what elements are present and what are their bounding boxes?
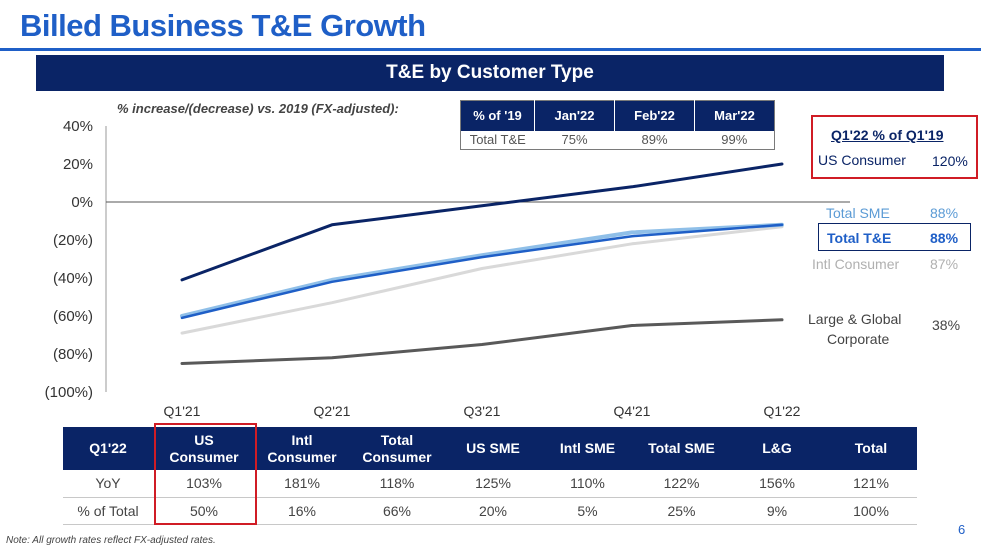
section-banner: T&E by Customer Type [36,55,944,91]
page-title: Billed Business T&E Growth [20,8,426,43]
value-lg: 38% [932,317,961,333]
value-total-sme: 88% [930,205,959,221]
series-line-intl-consumer [180,225,784,335]
y-tick-label: 0% [71,194,93,211]
label-intl-consumer: Intl Consumer [812,256,900,272]
header-text: Total [380,431,414,448]
header-text: Q1'22 [89,440,127,456]
x-tick-label: Q1'22 [764,403,801,419]
value-total-te: 88% [930,230,959,246]
header-total-consumer: Total Consumer [349,427,445,470]
table-cell: 9% [729,497,825,525]
table-cell: 156% [729,470,825,498]
table-cell: 110% [541,470,634,498]
monthly-table-header: % of '19 Jan'22 Feb'22 Mar'22 [460,100,775,131]
breakdown-header-row: Q1'22 US Consumer Intl Consumer Total Consu… [63,427,917,470]
header-text: Intl SME [559,440,616,456]
monthly-cell: 99% [721,132,748,148]
monthly-table: % of '19 Jan'22 Feb'22 Mar'22 Total T&E … [460,100,775,150]
header-text: Consumer [267,448,337,465]
label-total-sme: Total SME [826,205,890,221]
monthly-header-cell: % of '19 [460,100,535,131]
x-tick-label: Q2'21 [314,403,351,419]
header-text: Total SME [648,440,715,456]
x-tick-label: Q3'21 [464,403,501,419]
table-cell: 103% [153,470,255,498]
table-cell: 121% [825,470,917,498]
chart-subtitle: % increase/(decrease) vs. 2019 (FX-adjus… [117,101,399,116]
y-tick-label: (80%) [53,346,93,363]
us-consumer-column-highlight [154,423,257,525]
y-tick-label: 40% [63,118,93,135]
y-tick-label: (100%) [45,384,93,401]
header-us-consumer: US Consumer [153,427,255,470]
table-cell: 20% [445,497,541,525]
table-cell: 181% [255,470,349,498]
header-text: Total [854,440,888,456]
monthly-cell: 75% [561,132,588,148]
y-tick-label: (60%) [53,308,93,325]
header-total-sme: Total SME [634,427,729,470]
table-cell: 118% [349,470,445,498]
y-tick-label: (40%) [53,270,93,287]
header-text: US SME [466,440,520,456]
table-cell: 16% [255,497,349,525]
monthly-header-cell: Jan'22 [534,100,615,131]
label-us-consumer: US Consumer [818,152,906,168]
series-line-us-consumer [180,162,784,282]
total-te-box [818,223,971,251]
series-line-total-sme [180,222,784,318]
table-cell: 125% [445,470,541,498]
x-tick-label: Q1'21 [164,403,201,419]
header-total: Total [825,427,917,470]
table-cell: 25% [634,497,729,525]
table-cell: 66% [349,497,445,525]
table-cell: 5% [541,497,634,525]
y-tick-label: (20%) [53,232,93,249]
q1-summary-header: Q1'22 % of Q1'19 [831,127,944,143]
header-text: Consumer [169,448,239,465]
page-number: 6 [958,522,966,537]
header-text: Consumer [362,448,432,465]
header-lg: L&G [729,427,825,470]
monthly-cell: Total T&E [469,132,526,148]
header-text: L&G [762,440,792,456]
row-label: % of Total [63,497,153,525]
table-cell: 50% [153,497,255,525]
table-row: % of Total 50% 16% 66% 20% 5% 25% 9% 100… [63,497,917,525]
footnote: Note: All growth rates reflect FX-adjust… [6,535,216,546]
monthly-header-cell: Feb'22 [614,100,695,131]
row-label: YoY [63,470,153,498]
label-lg-line2: Corporate [827,331,890,347]
header-intl-sme: Intl SME [541,427,634,470]
label-total-te: Total T&E [827,230,892,246]
table-cell: 100% [825,497,917,525]
header-text: US [194,431,214,448]
monthly-table-row: Total T&E 75% 89% 99% [461,131,775,150]
monthly-header-cell: Mar'22 [694,100,775,131]
series-line-total-t-e [180,223,784,320]
title-rule [0,48,981,51]
header-us-sme: US SME [445,427,541,470]
q1-breakdown-table: Q1'22 US Consumer Intl Consumer Total Consu… [63,427,917,525]
header-intl-consumer: Intl Consumer [255,427,349,470]
y-tick-label: 20% [63,156,93,173]
x-tick-label: Q4'21 [614,403,651,419]
table-cell: 122% [634,470,729,498]
value-intl-consumer: 87% [930,256,959,272]
series-line-large-global-corporate [180,318,784,365]
header-text: Intl [291,431,313,448]
label-lg-line1: Large & Global [808,311,902,327]
header-q1-22: Q1'22 [63,427,153,470]
value-us-consumer: 120% [932,153,968,169]
table-row: YoY 103% 181% 118% 125% 110% 122% 156% 1… [63,470,917,498]
us-consumer-highlight-box [811,115,978,179]
monthly-cell: 89% [641,132,668,148]
